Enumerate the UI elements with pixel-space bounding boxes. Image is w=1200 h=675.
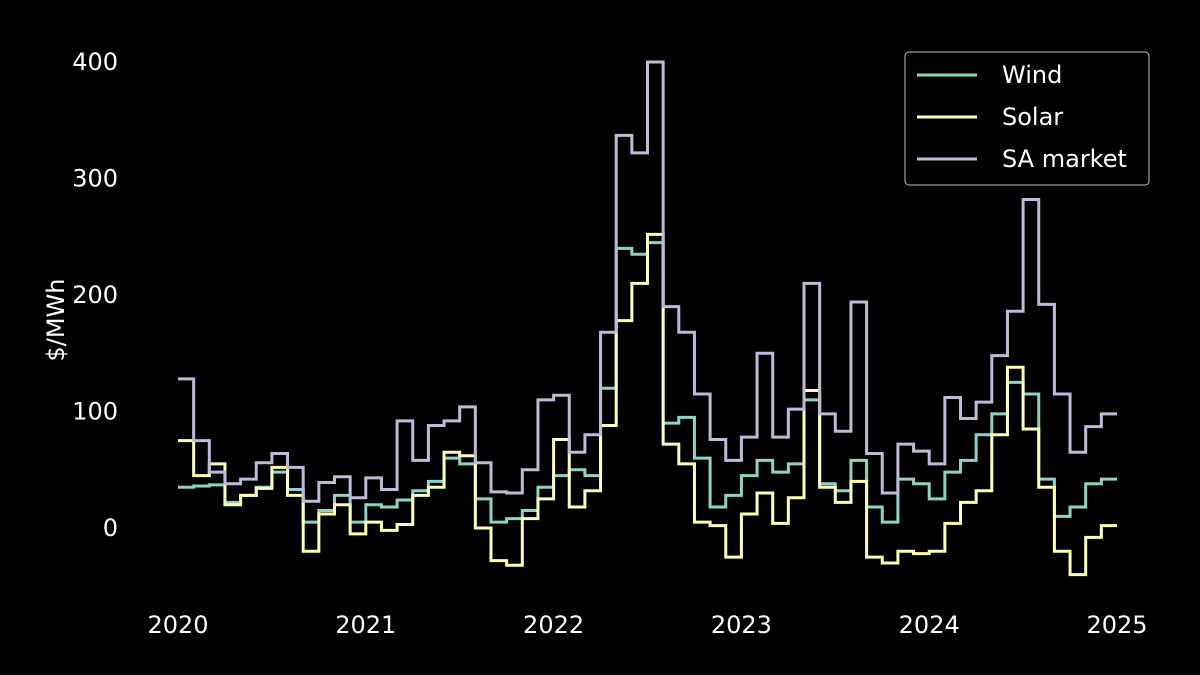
legend-box: [904, 51, 1150, 186]
y-tick-label: 400: [72, 48, 118, 76]
x-axis: 2020 2021 2022 2023 2024 2025: [147, 611, 1147, 639]
y-tick-label: 0: [103, 514, 118, 542]
y-tick-label: 100: [72, 398, 118, 426]
x-tick-label: 2023: [711, 611, 772, 639]
x-tick-label: 2020: [147, 611, 208, 639]
y-tick-label: 200: [72, 281, 118, 309]
series-line-solar: [178, 232, 1117, 577]
x-tick-label: 2022: [523, 611, 584, 639]
x-tick-label: 2021: [335, 611, 396, 639]
y-axis-label: $/MWh: [42, 278, 70, 361]
plot-area: [178, 60, 1117, 577]
legend-label: SA market: [1002, 145, 1127, 173]
y-axis: 0 100 200 300 400: [72, 48, 118, 542]
legend: Wind Solar SA market: [904, 51, 1150, 186]
legend-label: Solar: [1002, 103, 1063, 131]
x-tick-label: 2024: [899, 611, 960, 639]
legend-label: Wind: [1002, 61, 1062, 89]
series-line-sa-market: [178, 60, 1117, 503]
y-tick-label: 300: [72, 165, 118, 193]
x-tick-label: 2025: [1086, 611, 1147, 639]
